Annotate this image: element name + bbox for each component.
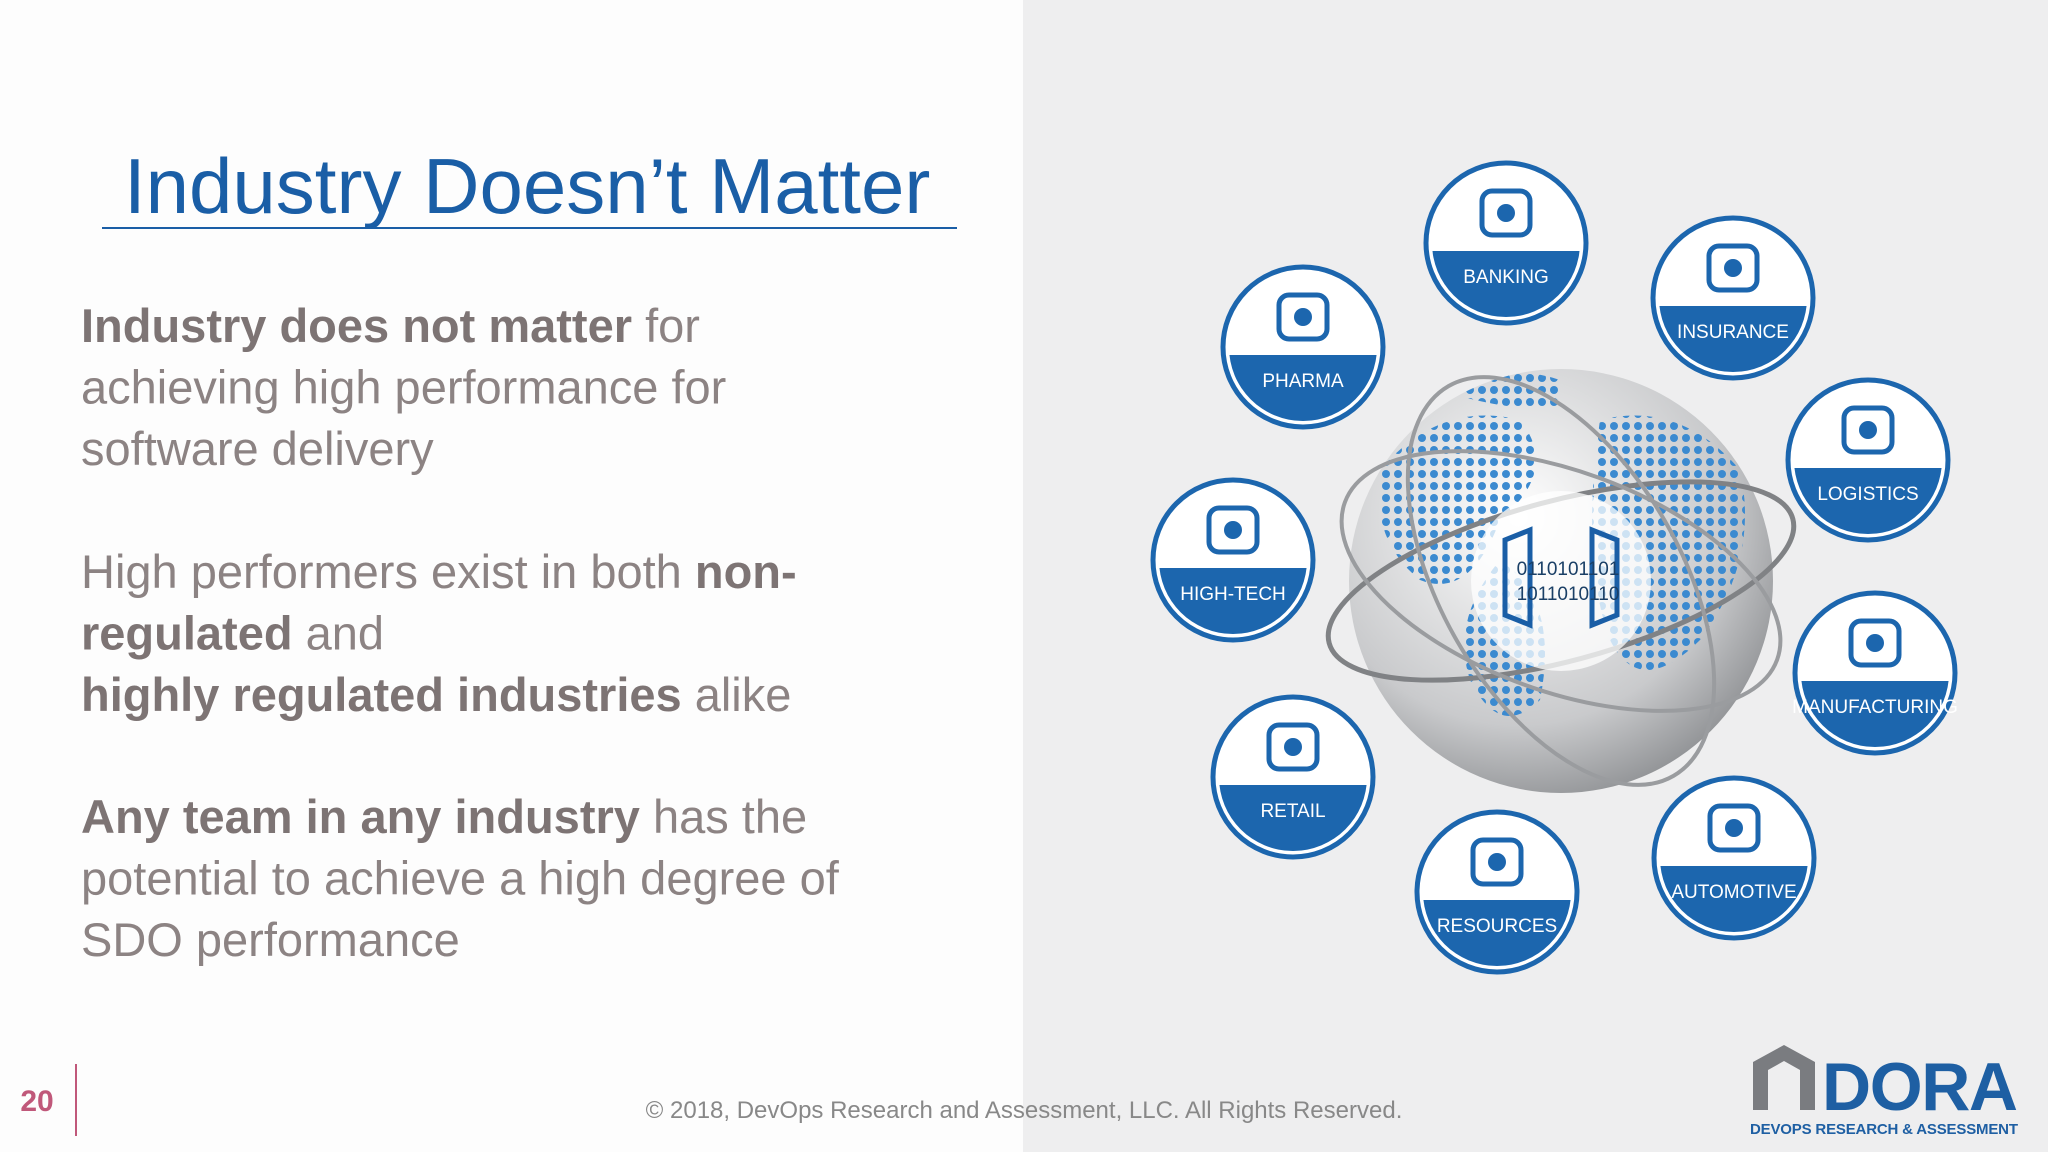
binary-line: 1011010110 xyxy=(1517,584,1620,605)
text-run: High performers exist in both xyxy=(81,545,695,598)
body-line: Industry does not matter for xyxy=(81,299,700,352)
industry-label: PHARMA xyxy=(1262,371,1344,392)
body-line: achieving high performance for xyxy=(81,361,726,414)
industry-icons: BANKING INSURANCE PHARMA LOGISTICS HIGH-TECH… xyxy=(1150,160,1958,975)
industry-badge: MANUFACTURING xyxy=(1792,590,1958,756)
logo-tagline: DEVOPS RESEARCH & ASSESSMENT xyxy=(1750,1121,2018,1138)
badge-icon xyxy=(1724,259,1742,277)
industry-badge: INSURANCE xyxy=(1650,215,1816,381)
body-line: SDO performance xyxy=(81,913,460,966)
body-line: highly regulated industries alike xyxy=(81,668,791,721)
text-run: alike xyxy=(682,668,792,721)
industry-badge: RETAIL xyxy=(1210,694,1376,860)
dora-logo: DORA DEVOPS RESEARCH & ASSESSMENT xyxy=(1750,1045,2018,1138)
text-run: achieving high performance for xyxy=(81,361,726,414)
text-run: potential to achieve a high degree of xyxy=(81,852,840,905)
badge-icon xyxy=(1276,292,1330,342)
badge-icon xyxy=(1725,819,1743,837)
binary-line: 0110101101 xyxy=(1517,559,1620,580)
industry-badge: HIGH-TECH xyxy=(1150,477,1316,643)
badge-icon xyxy=(1284,738,1302,756)
industry-badge: LOGISTICS xyxy=(1785,377,1951,543)
industry-label: MANUFACTURING xyxy=(1792,697,1958,718)
body-line: regulated and xyxy=(81,607,384,660)
industry-badge: PHARMA xyxy=(1220,264,1386,430)
badge-icon xyxy=(1224,521,1242,539)
badge-icon xyxy=(1848,618,1902,668)
badge-icon xyxy=(1866,634,1884,652)
industry-label: BANKING xyxy=(1463,267,1549,288)
badge-icon xyxy=(1707,803,1761,853)
industry-label: LOGISTICS xyxy=(1817,484,1918,505)
badge-icon xyxy=(1479,188,1533,238)
slide-title: Industry Doesn’t Matter xyxy=(124,142,930,230)
text-run: Any team in any industry xyxy=(81,790,640,843)
page-number: 20 xyxy=(20,1085,53,1118)
text-run: has the xyxy=(640,790,807,843)
text-run: and xyxy=(293,607,384,660)
text-run: for xyxy=(632,299,700,352)
badge-icon xyxy=(1206,505,1260,555)
copyright: © 2018, DevOps Research and Assessment, … xyxy=(646,1097,1403,1124)
body-text: Industry does not matter for achieving hi… xyxy=(81,299,840,966)
logo-name: DORA xyxy=(1822,1049,2018,1125)
badge-icon xyxy=(1266,722,1320,772)
industry-label: INSURANCE xyxy=(1677,322,1789,343)
text-run: SDO performance xyxy=(81,913,460,966)
badge-icon xyxy=(1497,204,1515,222)
industry-label: RETAIL xyxy=(1260,801,1325,822)
body-line: Any team in any industry has the xyxy=(81,790,807,843)
text-run: Industry does not matter xyxy=(81,299,632,352)
industry-label: AUTOMOTIVE xyxy=(1671,882,1796,903)
text-run: non- xyxy=(695,545,797,598)
industry-label: HIGH-TECH xyxy=(1180,584,1286,605)
globe: 0110101101 1011010110 xyxy=(1325,369,1797,793)
text-run: software delivery xyxy=(81,422,434,475)
industry-badge: RESOURCES xyxy=(1414,809,1580,975)
badge-icon xyxy=(1841,405,1895,455)
body-line: High performers exist in both non- xyxy=(81,545,797,598)
industry-label: RESOURCES xyxy=(1437,916,1557,937)
badge-icon xyxy=(1488,853,1506,871)
badge-icon xyxy=(1706,243,1760,293)
text-run: regulated xyxy=(81,607,293,660)
body-line: potential to achieve a high degree of xyxy=(81,852,840,905)
badge-icon xyxy=(1470,837,1524,887)
badge-icon xyxy=(1294,308,1312,326)
body-line: software delivery xyxy=(81,422,434,475)
text-run: highly regulated industries xyxy=(81,668,682,721)
industry-badge: AUTOMOTIVE xyxy=(1651,775,1817,941)
badge-icon xyxy=(1859,421,1877,439)
industry-badge: BANKING xyxy=(1423,160,1589,326)
